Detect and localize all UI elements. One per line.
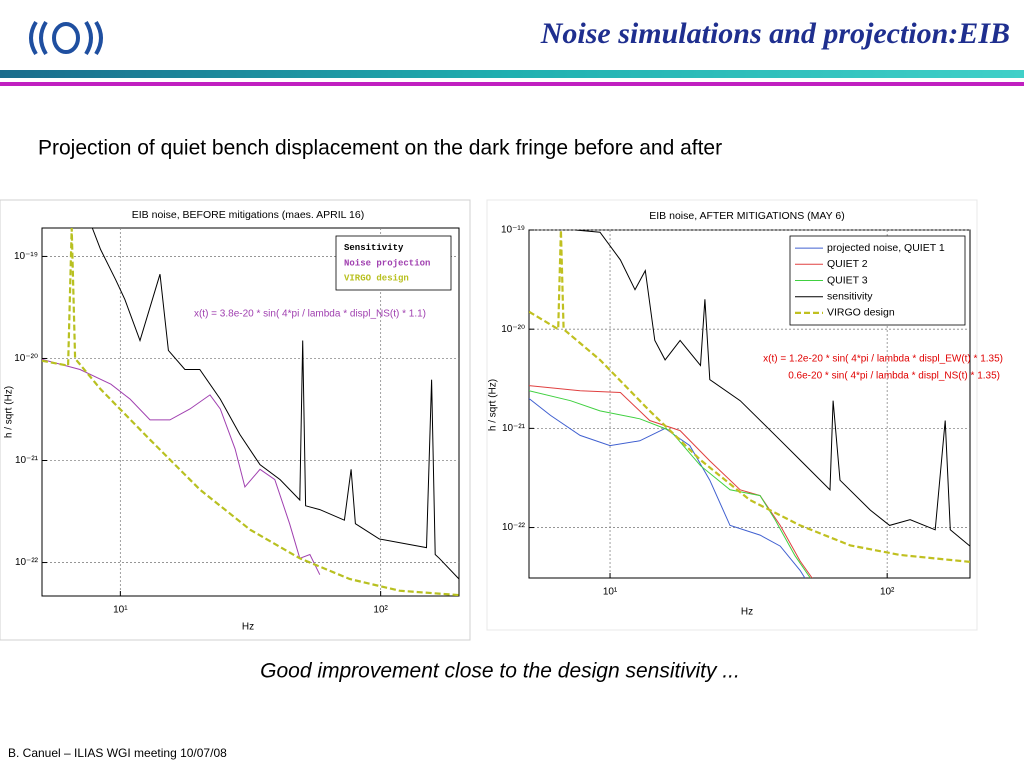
caption: Good improvement close to the design sen…	[260, 660, 740, 683]
legend-label: QUIET 3	[827, 274, 868, 286]
series-line	[91, 228, 459, 580]
series-line	[575, 230, 970, 547]
y-tick-label: 10⁻²²	[502, 522, 526, 533]
legend-label: Sensitivity	[344, 243, 404, 253]
x-tick-label: 10²	[373, 605, 388, 616]
legend-label: Noise projection	[344, 258, 430, 268]
series-line	[42, 228, 459, 596]
series-line	[42, 358, 321, 575]
series-line	[529, 390, 811, 578]
series-line	[529, 230, 970, 563]
annotation: x(t) = 1.2e-20 * sin( 4*pi / lambda * di…	[763, 354, 1003, 365]
legend-label: VIRGO design	[827, 307, 895, 319]
y-tick-label: 10⁻²¹	[15, 455, 39, 466]
x-tick-label: 10¹	[603, 587, 618, 598]
series-line	[529, 385, 813, 578]
series-line	[529, 398, 806, 578]
y-tick-label: 10⁻²⁰	[501, 324, 525, 335]
legend-box	[335, 235, 452, 291]
x-tick-label: 10²	[880, 587, 895, 598]
annotation: x(t) = 3.8e-20 * sin( 4*pi / lambda * di…	[194, 309, 426, 320]
y-tick-label: 10⁻²⁰	[14, 353, 38, 364]
x-tick-label: 10¹	[113, 605, 128, 616]
y-tick-label: 10⁻¹⁹	[14, 251, 38, 262]
y-axis-label: h / sqrt (Hz)	[4, 386, 15, 438]
legend-label: projected noise, QUIET 1	[827, 242, 945, 254]
annotation: 0.6e-20 * sin( 4*pi / lambda * displ_NS(…	[788, 371, 1000, 382]
figure-frame	[0, 199, 471, 641]
y-axis-label: h / sqrt (Hz)	[488, 379, 499, 431]
figure-frame	[486, 199, 978, 631]
footer: B. Canuel – ILIAS WGI meeting 10/07/08	[8, 746, 227, 760]
header-line	[0, 82, 1024, 86]
logo	[29, 20, 103, 56]
slide-title: Noise simulations and projection:EIB	[540, 17, 1010, 50]
legend-label: VIRGO design	[344, 274, 409, 284]
plot-lines	[42, 228, 459, 596]
legend-label: QUIET 2	[827, 258, 868, 270]
y-tick-label: 10⁻¹⁹	[501, 225, 525, 236]
subtitle: Projection of quiet bench displacement o…	[38, 137, 722, 160]
header-bar	[0, 70, 1024, 78]
legend-label: sensitivity	[827, 290, 873, 302]
plot-lines	[529, 230, 970, 578]
y-tick-label: 10⁻²²	[15, 557, 39, 568]
chart-title: EIB noise, AFTER MITIGATIONS (MAY 6)	[649, 210, 844, 222]
chart-title: EIB noise, BEFORE mitigations (maes. APR…	[132, 209, 364, 221]
y-tick-label: 10⁻²¹	[502, 423, 526, 434]
x-axis-label: Hz	[242, 622, 254, 633]
x-axis-label: Hz	[741, 607, 753, 618]
